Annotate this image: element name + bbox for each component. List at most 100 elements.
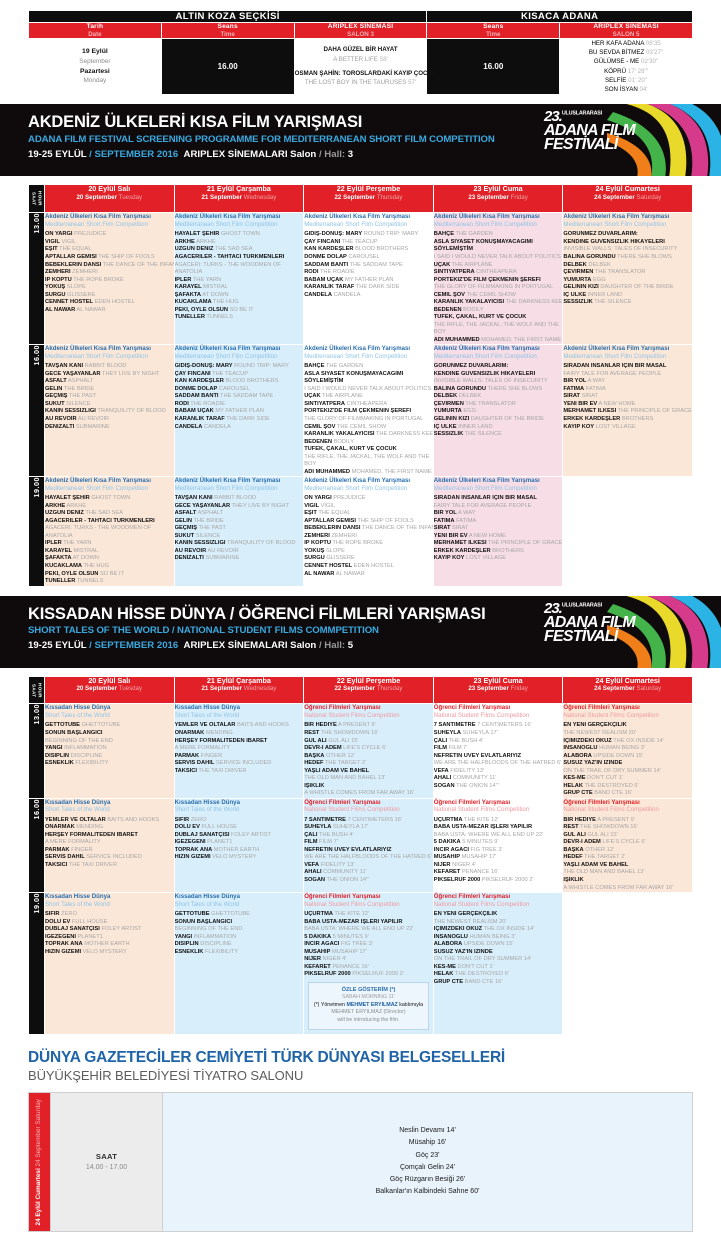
slot-23-1900[interactable]: Akdeniz Ülkeleri Kısa Film Yarışması Med… xyxy=(432,476,564,587)
film-title-tr: ÇAY FİNCANI xyxy=(304,238,341,245)
film-title-tr: İP KOPTU xyxy=(45,276,72,283)
film-title-tr: GRUP CTE xyxy=(563,790,593,797)
film-list-item: BEDENEN BODILY xyxy=(304,439,433,447)
grid2-row-1900: 19.00 Kıssadan Hisse Dünya Short Tales o… xyxy=(28,892,693,1035)
slot-23-1600[interactable]: Akdeniz Ülkeleri Kısa Film Yarışması Med… xyxy=(432,344,564,478)
film-list-item: SERVİS DAHİL SERVICE INCLUDED xyxy=(175,760,304,768)
film-list: GİDİŞ-DÖNÜŞ: MARY ROUND TRIP: MARY ÇAY Fİ… xyxy=(175,363,304,431)
film-title-tr: MÜSAHİP xyxy=(304,948,331,955)
film-title-en: THE TARGET 2' xyxy=(323,760,367,767)
film-list-item: BABA USTA-MEZAR İŞLERİ YAPILIR xyxy=(304,919,433,927)
slot-20-1300[interactable]: Akdeniz Ülkeleri Kısa Film Yarışması Med… xyxy=(44,212,175,346)
film-title-tr: SÜRGÜ xyxy=(304,555,325,562)
film-title-tr: AĞACERİLER - TAHTACI TÜRKMENLERİ xyxy=(174,253,285,260)
film-title-tr: HERŞEY FORMALİTEDEN İBARET xyxy=(174,737,268,744)
slot2-23-1900[interactable]: Öğrenci Filmleri Yarışması National Stud… xyxy=(432,892,564,1035)
film-list-item: SİNTİYATPERA CINTHEAPERA xyxy=(434,269,563,277)
slot-21-1900[interactable]: Akdeniz Ülkeleri Kısa Film Yarışması Med… xyxy=(173,476,305,587)
film-title-tr: HIZIN GİZEMİ xyxy=(174,854,211,861)
film-title-tr: KARAYEL xyxy=(45,547,72,554)
film-line: HER KAFA ADANA 08'35 xyxy=(591,39,661,47)
film-title-tr: ALABORA xyxy=(563,752,592,759)
film-title-en: THE ROPE BROKE xyxy=(330,540,383,547)
slot-24-1600[interactable]: Akdeniz Ülkeleri Kısa Film Yarışması Med… xyxy=(562,344,693,478)
film-title-tr: GİDİŞ-DÖNÜŞ: MARY xyxy=(174,363,233,370)
film-list: GETTOTUBE GHETTOTUBE SONUN BAŞLANGICI BEGI… xyxy=(175,911,304,956)
film-title-en: BLOOD BROTHERS xyxy=(223,378,279,385)
slot2-22-1600[interactable]: Öğrenci Filmleri Yarışması National Stud… xyxy=(303,797,434,894)
film-title-en: THE SHIP OF FOOLS xyxy=(355,517,414,524)
slot-21-1600[interactable]: Akdeniz Ülkeleri Kısa Film Yarışması Med… xyxy=(173,344,305,478)
slot2-20-1300[interactable]: Kıssadan Hisse Dünya Short Tales of the … xyxy=(44,703,175,799)
film-title-tr: VEFA xyxy=(433,767,449,774)
slot-22-1600[interactable]: Akdeniz Ülkeleri Kısa Film Yarışması Med… xyxy=(303,344,434,478)
film-list-item: 5 DAKİKA 5 MINUTES 9' xyxy=(434,839,563,847)
grid2-header-row: SAAT HOUR 20 Eylül Salı 20 September Tue… xyxy=(28,675,693,705)
film-list-item: SESSİZLİK THE SILENCE xyxy=(434,431,563,439)
film-title-tr: TÜNELLER xyxy=(45,578,76,585)
slot2-24-1300[interactable]: Öğrenci Filmleri Yarışması National Stud… xyxy=(562,703,693,799)
film-list-item: AL NAWAR AL NAWAR xyxy=(304,571,433,579)
film-list-item: WE ARE THE HALFBLOODS OF THE HATRED 6' xyxy=(434,760,563,768)
slot2-20-1900[interactable]: Kıssadan Hisse Dünya Short Tales of the … xyxy=(44,892,175,1035)
film-list-item: GÖRÜNMEZ DUVARLARIM: xyxy=(434,363,563,371)
slot2-23-1600[interactable]: Öğrenci Filmleri Yarışması National Stud… xyxy=(432,797,564,894)
slot2-21-1600[interactable]: Kıssadan Hisse Dünya Short Tales of the … xyxy=(173,797,305,894)
slot2-24-1600[interactable]: Öğrenci Filmleri Yarışması National Stud… xyxy=(562,797,693,894)
film-list-item: CENNET HOSTEL EDEN HOSTEL xyxy=(45,299,174,307)
film-title-tr: NEFRETİN ÜVEY EVLATLARIYIZ xyxy=(433,752,522,759)
film-title-en: MENDING xyxy=(74,824,104,831)
film-title-tr: ONARMAK xyxy=(174,730,205,736)
film-title-en: BABA USTA: WHERE WE ALL END UP 22' xyxy=(433,831,544,838)
film-title-en: PIKSELRUF 2000 2' xyxy=(480,876,534,883)
film-title-tr: GÖRÜNMEZ DUVARLARIM: xyxy=(433,363,509,370)
film-list-item: NEFRETİN ÜVEY EVLATLARIYIZ xyxy=(304,847,433,855)
slot-22-1300[interactable]: Akdeniz Ülkeleri Kısa Film Yarışması Med… xyxy=(303,212,434,346)
film-title-en: AL NAWAR xyxy=(334,570,365,577)
film-title-en: INVISIBLE WALLS: TALES OF INSECURITY xyxy=(433,378,548,385)
film-title-en: THE SILENCE xyxy=(592,299,632,306)
slot2-23-1300[interactable]: Öğrenci Filmleri Yarışması National Stud… xyxy=(432,703,564,799)
film-list-item: BEBEKLERİN DANSI THE DANCE OF THE INFANT… xyxy=(45,262,174,270)
film-title-tr: DENİZALTI xyxy=(45,423,75,430)
film-title-tr: İNSANOĞLU xyxy=(563,745,598,752)
slot2-22-1900[interactable]: Öğrenci Filmleri Yarışması National Stud… xyxy=(303,892,434,1035)
film-title-tr: ÇEVİRMEN xyxy=(433,400,464,407)
film-list-item: İGEZEGENİ PLANET1 xyxy=(45,934,174,942)
film-list-item: UÇURTMA THE KITE 12' xyxy=(434,817,563,825)
film-title-en: WE ARE THE HALFBLOODS OF THE HATRED 6' xyxy=(304,854,432,861)
slot-23-1300[interactable]: Akdeniz Ülkeleri Kısa Film Yarışması Med… xyxy=(432,212,564,346)
slot-20-1600[interactable]: Akdeniz Ülkeleri Kısa Film Yarışması Med… xyxy=(44,344,175,478)
slot2-21-1900[interactable]: Kıssadan Hisse Dünya Short Tales of the … xyxy=(173,892,305,1035)
film-title-en: ROUND TRIP: MARY xyxy=(362,231,419,238)
film-title-tr: SUSUZ YAZ'IN İZİNDE xyxy=(433,948,493,955)
film-title-en: LOST VILLAGE xyxy=(594,423,636,430)
film-list-item: A WHISTLE COMES FROM FAR AWAY 16' xyxy=(304,790,433,798)
grid-table-2: SAAT HOUR 20 Eylül Salı 20 September Tue… xyxy=(28,675,693,1035)
film-list-item: GRUP CTE BAND CTE 16' xyxy=(563,790,692,798)
slot2-22-1300[interactable]: Öğrenci Filmleri Yarışması National Stud… xyxy=(303,703,434,799)
film-title-tr: ASLA SİYASET KONUŞMAYACAĞIMI SÖYLEMİŞTİM xyxy=(433,238,533,253)
slot2-21-1300[interactable]: Kıssadan Hisse Dünya Short Tales of the … xyxy=(173,703,305,799)
festival-logo-text: 23.ULUSLARARASI ADANA FILM FESTİVALİ xyxy=(544,108,636,154)
film-list-item: DENİZALTI SUBMARINE xyxy=(45,424,174,432)
film-list-item: ALABORA UPSIDE DOWN 15' xyxy=(434,941,563,949)
film-list-item: EN YENİ GERÇEKÇİLİK xyxy=(434,911,563,919)
film-list-item: PEKİ, ÖYLE OLSUN SO BE IT xyxy=(45,571,174,579)
film-title-en: THE OX INSIDE 14' xyxy=(611,737,664,744)
film-title-en: AGACERI: TURKS - THE WOODMEN OF ANATOLIA xyxy=(45,525,152,539)
film-list: UÇURTMA THE KITE 12' BABA USTA-MEZAR İŞLE… xyxy=(304,911,433,979)
slot-20-1900[interactable]: Akdeniz Ülkeleri Kısa Film Yarışması Med… xyxy=(44,476,175,587)
cell-films-salon5: HER KAFA ADANA 08'35 BU SEVDA BİTMEZ 03'… xyxy=(559,37,693,96)
film-title-en: THE ONION 14''' xyxy=(325,876,370,883)
banner2-hall-label-tr: Salon xyxy=(290,640,317,652)
film-title-tr: İNCİR AĞACI xyxy=(304,941,340,948)
slot-24-1300[interactable]: Akdeniz Ülkeleri Kısa Film Yarışması Med… xyxy=(562,212,693,346)
slot-21-1300[interactable]: Akdeniz Ülkeleri Kısa Film Yarışması Med… xyxy=(173,212,305,346)
film-title-en: SIRAT xyxy=(450,525,469,532)
slot2-20-1600[interactable]: Kıssadan Hisse Dünya Short Tales of the … xyxy=(44,797,175,894)
film-title-en: EGG xyxy=(461,408,477,415)
slot-22-1900[interactable]: Akdeniz Ülkeleri Kısa Film Yarışması Med… xyxy=(303,476,434,587)
film-title-en: DON'T CUT 1' xyxy=(455,963,494,970)
film-title-en: INNER LAND xyxy=(456,423,493,430)
